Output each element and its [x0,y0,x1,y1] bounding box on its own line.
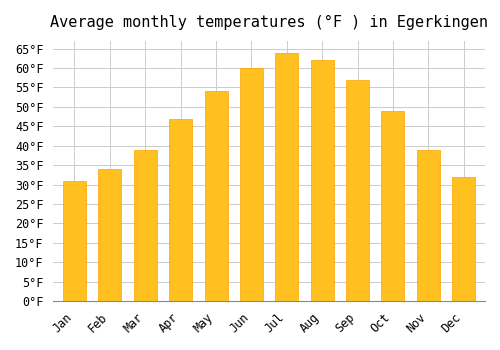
Bar [346,80,369,301]
Bar [240,68,263,301]
Bar [63,181,86,301]
Bar [169,119,192,301]
Bar [452,177,475,301]
Title: Average monthly temperatures (°F ) in Egerkingen: Average monthly temperatures (°F ) in Eg… [50,15,488,30]
Bar [98,169,122,301]
Bar [276,52,298,301]
Bar [134,149,156,301]
Bar [204,91,228,301]
Bar [417,149,440,301]
Bar [310,60,334,301]
Bar [382,111,404,301]
